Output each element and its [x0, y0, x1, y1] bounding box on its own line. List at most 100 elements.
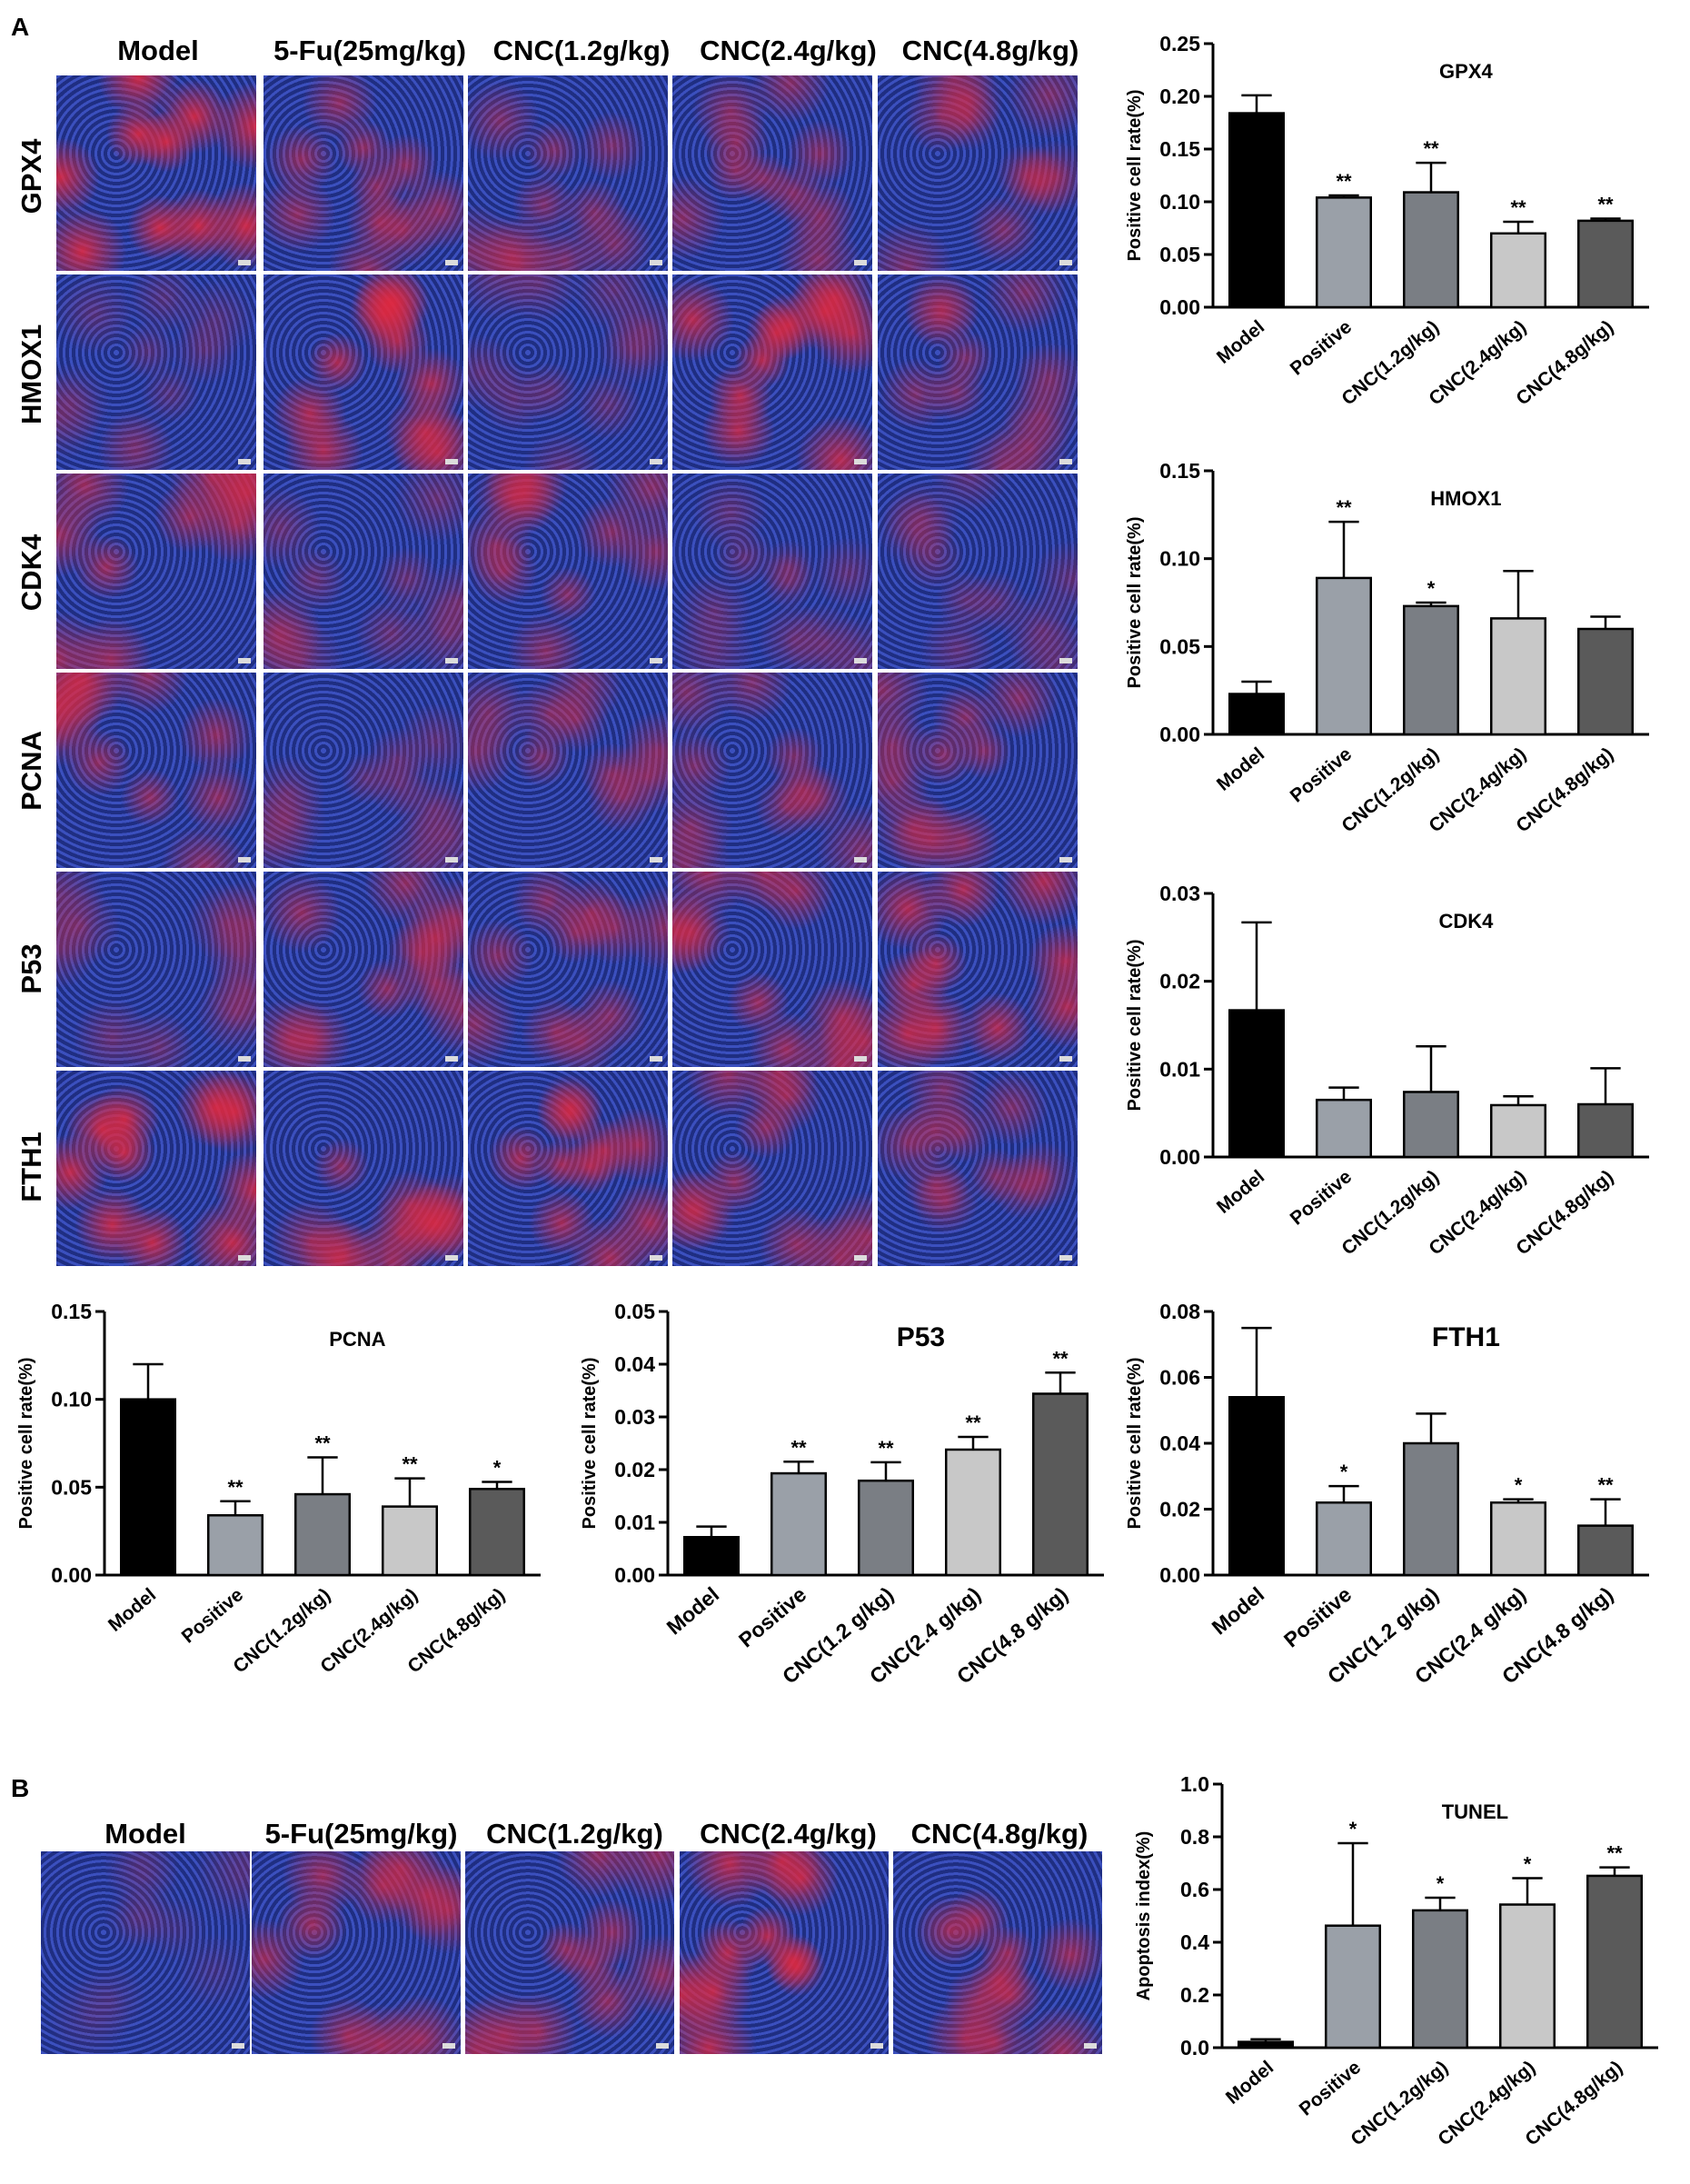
scale-bar — [1059, 658, 1072, 663]
micrograph-gpx4-2 — [468, 75, 668, 271]
row-header-hmox1: HMOX1 — [15, 324, 47, 424]
bar-gpx4-3 — [1489, 232, 1547, 309]
scale-bar — [238, 260, 251, 265]
scale-bar — [445, 459, 458, 464]
significance-marker: ** — [1336, 170, 1352, 193]
pcna-bar-chart: 0.00 0.05 0.10 0.15 Positive cell rate(%) PCN… — [16, 1300, 541, 1678]
significance-marker: * — [493, 1457, 502, 1480]
scale-bar — [238, 459, 251, 464]
y-axis-label: Apoptosis index(%) — [1134, 1831, 1154, 2001]
significance-marker: ** — [965, 1411, 981, 1434]
y-tick-label: 0.10 — [1159, 190, 1200, 214]
scale-bar — [1059, 459, 1072, 464]
chart-title: FTH1 — [1432, 1322, 1500, 1352]
bar-gpx4-1 — [1315, 196, 1373, 309]
micrograph-gpx4-0 — [56, 75, 256, 271]
bar-cdk4-0 — [1228, 1009, 1286, 1159]
bar-fth1-2 — [1402, 1441, 1460, 1577]
significance-marker: * — [1515, 1474, 1523, 1497]
micrograph-hmox1-2 — [468, 274, 668, 470]
significance-marker: ** — [402, 1453, 418, 1476]
scale-bar — [238, 857, 251, 863]
y-tick-label: 0.2 — [1180, 1983, 1209, 2007]
chart-title: TUNEL — [1442, 1800, 1508, 1823]
significance-marker: ** — [878, 1437, 894, 1460]
micrograph-p53-3 — [672, 872, 872, 1067]
bar-pcna-4 — [468, 1488, 526, 1577]
significance-marker: ** — [1606, 1842, 1623, 1865]
scale-bar — [232, 2043, 244, 2049]
x-tick-label: Positive — [1287, 316, 1356, 379]
significance-marker: ** — [314, 1431, 331, 1454]
bar-gpx4-4 — [1576, 219, 1635, 309]
tunel-micrograph-1 — [252, 1851, 461, 2054]
scale-bar — [650, 1255, 662, 1261]
micrograph-hmox1-3 — [672, 274, 872, 470]
y-tick-label: 0.01 — [614, 1511, 655, 1534]
chart-title: HMOX1 — [1430, 487, 1501, 510]
b-col-header-cnc-2-4: CNC(2.4g/kg) — [700, 1818, 877, 1850]
x-tick-label: Model — [1208, 1582, 1269, 1640]
micrograph-cdk4-3 — [672, 474, 872, 669]
chart-title: P53 — [897, 1322, 945, 1352]
col-header-cnc-4-8: CNC(4.8g/kg) — [901, 35, 1079, 66]
bar-p53-0 — [682, 1535, 741, 1577]
scale-bar — [445, 658, 458, 663]
bar-tunel-4 — [1586, 1874, 1644, 2049]
significance-marker: ** — [227, 1476, 244, 1499]
bar-gpx4-0 — [1228, 112, 1286, 309]
col-header-5fu: 5-Fu(25mg/kg) — [273, 35, 466, 66]
micrograph-fth1-3 — [672, 1071, 872, 1266]
col-header-cnc-2-4: CNC(2.4g/kg) — [700, 35, 877, 66]
y-tick-label: 0.0 — [1180, 2036, 1209, 2059]
x-tick-label: Positive — [1287, 1166, 1356, 1229]
y-axis-label: Positive cell rate(%) — [1125, 517, 1145, 689]
p53-bar-chart: 0.00 0.01 0.02 0.03 0.04 0.05 Positive cell ra… — [580, 1300, 1104, 1689]
y-tick-label: 0.20 — [1159, 85, 1200, 108]
y-axis-label: Positive cell rate(%) — [16, 1358, 36, 1530]
micrograph-pcna-4 — [878, 673, 1078, 868]
scale-bar — [445, 857, 458, 863]
micrograph-p53-1 — [263, 872, 463, 1067]
tunel-micrograph-0 — [41, 1851, 250, 2054]
y-tick-label: 0.00 — [1159, 1563, 1200, 1587]
scale-bar — [650, 658, 662, 663]
micrograph-p53-4 — [878, 872, 1078, 1067]
micrograph-fth1-2 — [468, 1071, 668, 1266]
micrograph-pcna-3 — [672, 673, 872, 868]
x-tick-label: Model — [1222, 2057, 1277, 2109]
b-col-header-5fu: 5-Fu(25mg/kg) — [264, 1818, 458, 1850]
y-tick-label: 0.15 — [1159, 137, 1200, 161]
y-tick-label: 1.0 — [1180, 1772, 1209, 1796]
scale-bar — [445, 260, 458, 265]
significance-marker: * — [1349, 1818, 1357, 1840]
micrograph-cdk4-4 — [878, 474, 1078, 669]
micrograph-gpx4-3 — [672, 75, 872, 271]
scale-bar — [854, 1056, 867, 1062]
y-tick-label: 0.00 — [1159, 295, 1200, 319]
y-tick-label: 0.02 — [614, 1458, 655, 1481]
bar-tunel-1 — [1324, 1924, 1382, 2049]
x-tick-label: Model — [1213, 316, 1268, 368]
tunel-micrograph-4 — [893, 1851, 1102, 2054]
x-tick-label: Positive — [1296, 2057, 1365, 2119]
micrograph-cdk4-2 — [468, 474, 668, 669]
scale-bar — [238, 1255, 251, 1261]
bar-p53-1 — [770, 1471, 828, 1577]
y-tick-label: 0.06 — [1159, 1366, 1200, 1390]
significance-marker: ** — [1336, 496, 1352, 519]
b-col-header-model: Model — [104, 1818, 186, 1850]
significance-marker: ** — [1423, 137, 1439, 160]
scale-bar — [854, 857, 867, 863]
chart-title: GPX4 — [1439, 60, 1493, 83]
micrograph-p53-2 — [468, 872, 668, 1067]
micrograph-fth1-0 — [56, 1071, 256, 1266]
y-tick-label: 0.25 — [1159, 32, 1200, 55]
scale-bar — [1084, 2043, 1097, 2049]
bar-tunel-3 — [1498, 1903, 1556, 2049]
gpx4-bar-chart: 0.00 0.05 0.10 0.15 0.20 0.25 Positive cell ra… — [1125, 32, 1649, 410]
micrograph-pcna-2 — [468, 673, 668, 868]
scale-bar — [650, 459, 662, 464]
micrograph-hmox1-0 — [56, 274, 256, 470]
micrograph-hmox1-1 — [263, 274, 463, 470]
